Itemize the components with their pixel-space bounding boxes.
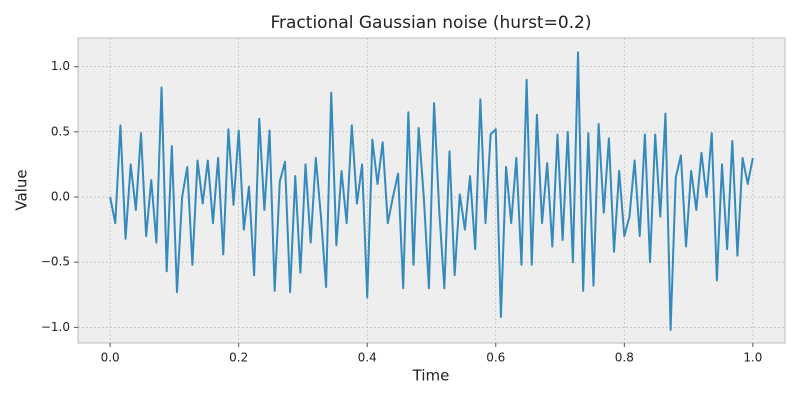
y-tick-label: 0.5 [51,124,70,138]
x-tick-label: 0.0 [101,351,120,365]
x-tick-label: 0.8 [615,351,634,365]
x-tick-label: 0.2 [229,351,248,365]
x-tick-label: 0.4 [358,351,377,365]
x-axis-label: Time [412,367,450,385]
y-tick-label: −1.0 [41,320,70,334]
y-axis-label: Value [13,169,31,210]
line-series [109,51,754,331]
x-tick-label: 0.6 [486,351,505,365]
y-tick-label: −0.5 [41,255,70,269]
y-tick-label: 1.0 [51,59,70,73]
x-tick-label: 1.0 [743,351,762,365]
y-tick-label: 0.0 [51,190,70,204]
chart-title: Fractional Gaussian noise (hurst=0.2) [270,13,591,33]
